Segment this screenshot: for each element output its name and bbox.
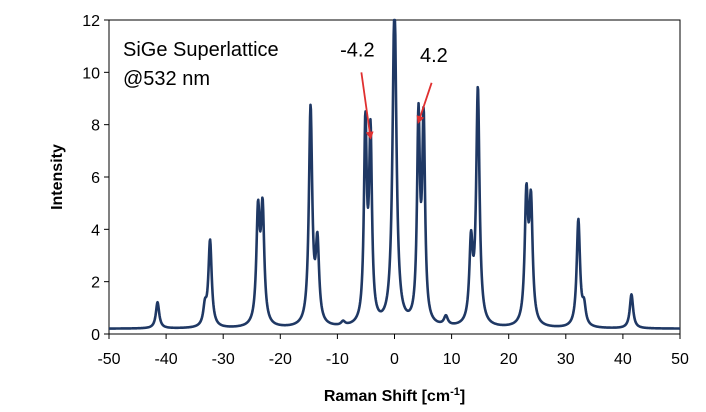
x-tick-label: -20: [269, 351, 292, 368]
y-axis: 0 2 4 6 8 10 12: [82, 13, 109, 344]
chart-title-line: @532 nm: [123, 68, 210, 90]
x-tick-label: 0: [390, 351, 399, 368]
x-tick-label: 40: [614, 351, 632, 368]
y-tick-label: 10: [82, 65, 100, 82]
y-tick-label: 2: [91, 275, 100, 292]
x-axis: -50 -40 -30 -20 -10 0 10 20 30 40 50: [97, 334, 689, 368]
chart-title-line: SiGe Superlattice: [123, 39, 279, 61]
x-tick-label: 50: [671, 351, 689, 368]
y-tick-label: 12: [82, 13, 100, 30]
x-tick-label: -40: [155, 351, 178, 368]
annotation-label: -4.2: [340, 40, 374, 62]
y-tick-label: 0: [91, 327, 100, 344]
chart-title: SiGe Superlattice @532 nm: [123, 39, 279, 90]
x-tick-label: -30: [212, 351, 235, 368]
annotation-arrow: [416, 82, 433, 124]
series-line: [108, 18, 681, 330]
annotation-label: 4.2: [420, 45, 448, 67]
y-axis-title: Intensity: [49, 144, 66, 210]
y-tick-label: 6: [91, 170, 100, 187]
y-tick-label: 8: [91, 118, 100, 135]
y-tick-label: 4: [91, 222, 100, 239]
annotations: -4.2 4.2: [340, 40, 448, 140]
x-axis-title: Raman Shift [cm-1]: [324, 386, 465, 405]
x-tick-label: 20: [500, 351, 518, 368]
x-tick-label: -10: [326, 351, 349, 368]
annotation-arrow: [360, 72, 374, 140]
x-tick-label: 30: [557, 351, 575, 368]
x-tick-label: -50: [97, 351, 120, 368]
x-tick-label: 10: [443, 351, 461, 368]
series-group: [108, 18, 681, 330]
